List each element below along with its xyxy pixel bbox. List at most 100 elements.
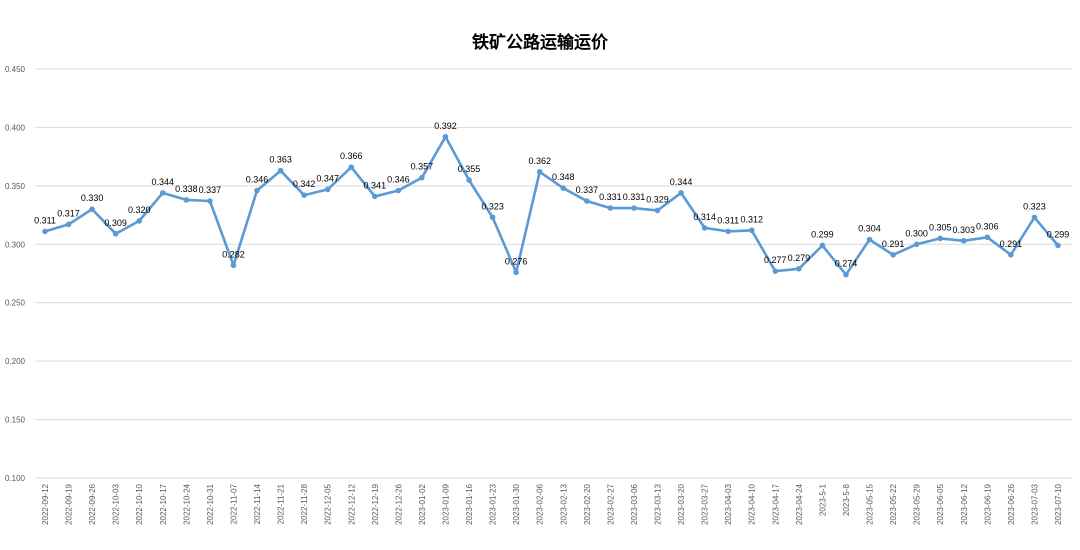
y-tick-label: 0.100 bbox=[5, 474, 26, 483]
data-label: 0.331 bbox=[623, 192, 646, 202]
data-point bbox=[843, 271, 849, 278]
chart-title: 铁矿公路运输运价 bbox=[472, 33, 608, 53]
data-label: 0.330 bbox=[81, 193, 104, 203]
x-tick-label: 2023-03-06 bbox=[630, 483, 639, 524]
data-point bbox=[913, 241, 920, 248]
data-label: 0.323 bbox=[481, 201, 504, 211]
data-label: 0.346 bbox=[387, 175, 410, 185]
data-point bbox=[348, 164, 355, 170]
data-label: 0.346 bbox=[246, 175, 269, 185]
x-tick-label: 2022-10-31 bbox=[206, 483, 215, 524]
data-label: 0.300 bbox=[905, 228, 928, 238]
data-point bbox=[442, 133, 449, 140]
series-line bbox=[44, 135, 1059, 277]
data-label: 0.348 bbox=[552, 172, 575, 182]
x-tick-label: 2023-04-03 bbox=[724, 483, 733, 524]
data-point bbox=[937, 235, 944, 242]
data-point bbox=[466, 177, 472, 183]
data-point bbox=[772, 268, 779, 274]
y-tick-label: 0.250 bbox=[5, 299, 26, 308]
data-point bbox=[678, 190, 684, 196]
data-point bbox=[584, 198, 590, 204]
y-tick-label: 0.400 bbox=[5, 123, 26, 132]
data-point bbox=[1031, 214, 1038, 221]
x-tick-label: 2022-11-14 bbox=[253, 483, 262, 524]
data-label: 0.323 bbox=[1023, 201, 1046, 211]
data-label: 0.363 bbox=[269, 155, 292, 165]
x-tick-label: 2022-12-12 bbox=[347, 483, 356, 524]
data-point bbox=[654, 207, 661, 214]
data-point bbox=[112, 230, 119, 237]
data-point bbox=[395, 187, 402, 194]
data-point bbox=[254, 187, 260, 194]
data-label: 0.299 bbox=[1047, 229, 1070, 239]
x-tick-label: 2023-06-05 bbox=[936, 483, 945, 524]
data-label: 0.344 bbox=[670, 177, 693, 187]
data-label: 0.282 bbox=[222, 249, 245, 259]
data-point bbox=[1008, 252, 1014, 258]
y-axis-ticks: 0.100 0.150 0.200 0.250 0.300 0.350 0.400 0.450 bbox=[5, 65, 26, 483]
data-point bbox=[701, 225, 708, 231]
x-tick-label: 2022-12-05 bbox=[324, 483, 333, 524]
x-tick-label: 2022-11-21 bbox=[277, 483, 286, 524]
data-point bbox=[725, 228, 731, 235]
y-tick-label: 0.450 bbox=[5, 65, 26, 74]
data-label: 0.306 bbox=[976, 221, 999, 231]
data-label: 0.362 bbox=[528, 156, 551, 166]
data-label: 0.291 bbox=[882, 239, 905, 249]
y-tick-label: 0.300 bbox=[5, 240, 26, 249]
y-tick-label: 0.150 bbox=[5, 416, 26, 425]
data-point bbox=[207, 198, 213, 204]
data-label: 0.311 bbox=[34, 215, 56, 225]
data-label: 0.338 bbox=[175, 184, 198, 194]
x-tick-label: 2022-11-07 bbox=[229, 483, 238, 524]
data-point bbox=[324, 186, 331, 193]
x-tick-label: 2023-06-12 bbox=[960, 483, 969, 524]
data-label: 0.337 bbox=[199, 185, 222, 195]
data-label: 0.311 bbox=[717, 215, 739, 225]
data-label: 0.304 bbox=[858, 224, 881, 234]
data-point bbox=[42, 228, 48, 235]
x-tick-label: 2023-06-19 bbox=[983, 483, 992, 524]
data-point bbox=[866, 236, 873, 243]
x-tick-label: 2023-06-26 bbox=[1007, 483, 1016, 524]
x-tick-label: 2023-03-27 bbox=[701, 483, 710, 524]
data-label: 0.392 bbox=[434, 121, 457, 131]
x-tick-label: 2022-09-19 bbox=[65, 483, 74, 524]
x-tick-label: 2022-09-26 bbox=[88, 483, 97, 524]
x-tick-label: 2022-10-17 bbox=[159, 483, 168, 524]
x-tick-label: 2023-03-20 bbox=[677, 483, 686, 524]
data-points bbox=[42, 133, 1061, 278]
data-label: 0.274 bbox=[835, 259, 858, 269]
data-point bbox=[136, 218, 143, 224]
data-point bbox=[513, 269, 519, 276]
x-tick-label: 2022-12-26 bbox=[394, 483, 403, 524]
data-point bbox=[631, 205, 637, 211]
gridlines bbox=[35, 68, 1072, 479]
y-tick-label: 0.350 bbox=[5, 182, 26, 191]
data-label: 0.341 bbox=[364, 180, 387, 190]
x-tick-label: 2023-01-16 bbox=[465, 483, 474, 524]
x-tick-label: 2023-03-13 bbox=[654, 483, 663, 524]
data-label: 0.277 bbox=[764, 255, 787, 265]
x-tick-label: 2023-05-15 bbox=[866, 483, 875, 524]
data-point bbox=[183, 197, 190, 203]
data-point bbox=[536, 169, 543, 175]
data-label: 0.317 bbox=[57, 208, 80, 218]
data-point bbox=[159, 190, 166, 196]
data-point bbox=[372, 193, 378, 200]
x-tick-label: 2023-05-22 bbox=[889, 483, 898, 524]
data-point bbox=[89, 206, 95, 213]
x-tick-label: 2023-5-1 bbox=[818, 483, 827, 516]
data-point bbox=[890, 252, 896, 258]
data-label: 0.303 bbox=[953, 225, 976, 235]
data-label: 0.291 bbox=[1000, 239, 1023, 249]
data-point bbox=[560, 185, 567, 191]
x-tick-label: 2023-01-02 bbox=[418, 483, 427, 524]
x-tick-label: 2023-04-10 bbox=[748, 483, 757, 524]
data-label: 0.309 bbox=[104, 218, 127, 228]
x-tick-label: 2022-09-12 bbox=[41, 483, 50, 524]
data-point bbox=[748, 227, 755, 234]
